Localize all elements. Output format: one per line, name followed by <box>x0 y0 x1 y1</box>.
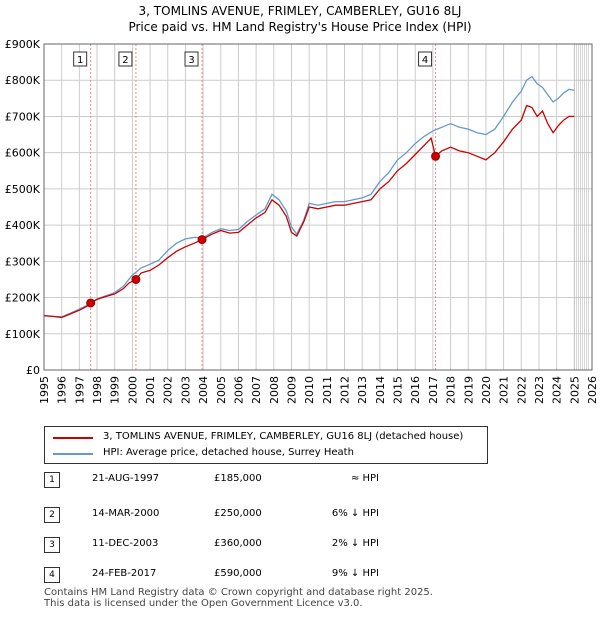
x-tick-label: 2002 <box>162 376 175 404</box>
x-tick-label: 2000 <box>126 376 139 404</box>
y-tick-label: £900K <box>5 38 41 51</box>
sale-point <box>86 298 96 308</box>
legend: 3, TOMLINS AVENUE, FRIMLEY, CAMBERLEY, G… <box>44 426 488 464</box>
y-tick-label: £300K <box>5 255 41 268</box>
x-tick-label: 2006 <box>232 376 245 404</box>
sale-date: 24-FEB-2017 <box>92 568 157 579</box>
sale-price: £360,000 <box>214 538 262 549</box>
sale-hpi-comparison: 2% ↓ HPI <box>331 538 379 549</box>
legend-label-property: 3, TOMLINS AVENUE, FRIMLEY, CAMBERLEY, G… <box>103 431 464 442</box>
y-tick-label: £800K <box>5 74 41 87</box>
x-tick-label: 1999 <box>109 376 122 404</box>
x-tick-label: 2023 <box>533 376 546 404</box>
sale-date: 21-AUG-1997 <box>92 473 160 484</box>
table-row: 4 24-FEB-2017 £590,000 9% ↓ HPI <box>44 565 444 585</box>
sale-point <box>131 274 141 284</box>
x-tick-label: 2016 <box>409 376 422 404</box>
x-tick-label: 2003 <box>179 376 192 404</box>
y-tick-label: £700K <box>5 110 41 123</box>
x-tick-label: 2001 <box>144 376 157 404</box>
x-tick-label: 2015 <box>392 376 405 404</box>
x-tick-label: 2019 <box>462 376 475 404</box>
sale-marker-label: 1 <box>77 55 83 66</box>
plot-frame <box>43 43 593 371</box>
sale-price: £250,000 <box>214 508 262 519</box>
table-row: 1 21-AUG-1997 £185,000 ≈ HPI <box>44 470 444 490</box>
x-tick-label: 2021 <box>498 376 511 404</box>
x-tick-label: 1997 <box>73 376 86 404</box>
x-tick-label: 2022 <box>515 376 528 404</box>
table-row: 2 14-MAR-2000 £250,000 6% ↓ HPI <box>44 505 444 525</box>
price-chart: £0 £100K £200K £300K £400K £500K £600K £700K £80… <box>5 38 599 404</box>
sale-hpi-comparison: 9% ↓ HPI <box>331 568 379 579</box>
sale-point <box>431 151 441 161</box>
sale-number: 1 <box>44 472 60 488</box>
sale-number: 3 <box>44 537 60 553</box>
y-tick-label: £0 <box>26 364 40 377</box>
x-tick-label: 2020 <box>480 376 493 404</box>
sale-marker-label: 3 <box>188 55 194 66</box>
series-line-hpi <box>43 75 575 318</box>
legend-line-hpi <box>53 453 93 455</box>
y-tick-label: £200K <box>5 292 41 305</box>
footer-copyright: Contains HM Land Registry data © Crown c… <box>44 587 433 598</box>
x-tick-label: 2012 <box>339 376 352 404</box>
x-tick-label: 2007 <box>250 376 263 404</box>
x-tick-label: 2014 <box>374 376 387 404</box>
sale-date: 14-MAR-2000 <box>92 508 160 519</box>
x-tick-label: 2026 <box>586 376 599 404</box>
sale-marker-label: 4 <box>422 55 428 66</box>
x-tick-label: 2017 <box>427 376 440 404</box>
x-tick-label: 1998 <box>91 376 104 404</box>
x-tick-label: 1996 <box>56 376 69 404</box>
sale-number: 4 <box>44 567 60 583</box>
sale-price: £185,000 <box>214 473 262 484</box>
x-tick-label: 2009 <box>285 376 298 404</box>
footer-licence: This data is licensed under the Open Gov… <box>44 598 363 609</box>
sale-marker-box <box>184 51 199 67</box>
x-tick-label: 2011 <box>321 376 334 404</box>
sale-date: 11-DEC-2003 <box>92 538 159 549</box>
y-tick-label: £500K <box>5 183 41 196</box>
chart-subtitle: Price paid vs. HM Land Registry's House … <box>128 20 472 34</box>
x-tick-label: 2010 <box>303 376 316 404</box>
legend-line-property <box>53 437 93 439</box>
plot-area <box>44 44 592 370</box>
x-tick-label: 2005 <box>215 376 228 404</box>
x-tick-label: 2004 <box>197 376 210 404</box>
x-tick-label: 1995 <box>38 376 51 404</box>
legend-label-hpi: HPI: Average price, detached house, Surr… <box>103 447 354 458</box>
sale-number: 2 <box>44 507 60 523</box>
x-tick-label: 2024 <box>551 376 564 404</box>
chart-title: 3, TOMLINS AVENUE, FRIMLEY, CAMBERLEY, G… <box>138 4 462 18</box>
footer: Contains HM Land Registry data © Crown c… <box>44 587 433 609</box>
sale-hpi-comparison: 6% ↓ HPI <box>331 508 379 519</box>
y-tick-label: £600K <box>5 147 41 160</box>
x-tick-label: 2018 <box>445 376 458 404</box>
x-tick-label: 2013 <box>356 376 369 404</box>
x-tick-label: 2025 <box>568 376 581 404</box>
table-row: 3 11-DEC-2003 £360,000 2% ↓ HPI <box>44 535 444 555</box>
sale-marker-box <box>118 51 133 67</box>
sale-marker-label: 2 <box>122 55 128 66</box>
sale-marker-box <box>418 51 433 67</box>
x-tick-label: 2008 <box>268 376 281 404</box>
sale-hpi-comparison: ≈ HPI <box>350 473 379 484</box>
sale-point <box>197 235 207 245</box>
y-tick-label: £100K <box>5 328 41 341</box>
sale-marker-box <box>73 51 88 67</box>
sale-price: £590,000 <box>214 568 262 579</box>
y-tick-label: £400K <box>5 219 41 232</box>
